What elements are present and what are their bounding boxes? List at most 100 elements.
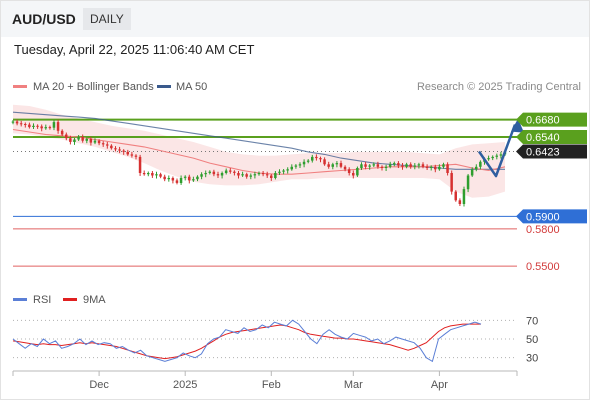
candle-body: [335, 163, 339, 165]
candle-body: [216, 174, 220, 176]
candle-body: [306, 160, 310, 162]
candle-body: [393, 163, 396, 165]
price-label-0.6423: 0.6423: [526, 147, 560, 159]
candle-body: [421, 164, 425, 167]
candle-body: [290, 166, 293, 170]
candle-body: [159, 174, 162, 177]
candle-body: [85, 138, 88, 141]
rsi-level-label-50: 50: [526, 334, 538, 346]
candle-body: [429, 166, 433, 168]
candle-body: [24, 124, 27, 125]
candle-body: [253, 174, 257, 176]
forecast-arrow: [477, 124, 517, 178]
candle-body: [323, 159, 326, 165]
candle-body: [311, 156, 314, 161]
candle-body: [69, 138, 72, 142]
symbol-title: AUD/USD: [12, 11, 76, 27]
candle-body: [257, 173, 261, 175]
candle-body: [450, 173, 453, 192]
candle-body: [241, 174, 244, 176]
candle-body: [405, 164, 408, 167]
candle-body: [339, 163, 343, 167]
candle-body: [179, 178, 183, 183]
candle-body: [315, 156, 318, 159]
candle-body: [360, 164, 363, 168]
candle-body: [212, 171, 216, 175]
candle-body: [409, 164, 412, 167]
candle-body: [270, 175, 273, 178]
candle-body: [376, 164, 380, 167]
price-label-0.5900: 0.5900: [526, 211, 560, 223]
candle-body: [200, 174, 203, 177]
candle-body: [73, 139, 76, 142]
candle-body: [97, 140, 101, 144]
candle-body: [196, 176, 199, 180]
bollinger-band: [13, 104, 505, 198]
candle-body: [32, 125, 35, 127]
candle-body: [434, 166, 437, 170]
price-tag-0.6680: [516, 112, 587, 127]
legend-9ma-label: 9MA: [83, 294, 106, 306]
rsi-line: [12, 319, 482, 363]
candle-body: [60, 130, 64, 135]
x-axis-label-Mar: Mar: [344, 379, 363, 391]
candle-body: [134, 155, 138, 157]
candle-body: [454, 191, 457, 201]
candle-body: [114, 148, 117, 150]
legend-ma50-label: MA 50: [176, 81, 208, 93]
candle-body: [458, 200, 462, 204]
price-label-0.6540: 0.6540: [526, 132, 560, 144]
candle-body: [15, 121, 19, 124]
credit-text: Research © 2025 Trading Central: [416, 81, 581, 93]
rsi-level-label-30: 30: [526, 353, 538, 365]
candle-body: [101, 143, 105, 145]
chart-header: AUD/USD DAILY: [1, 1, 589, 37]
candle-body: [204, 173, 207, 175]
candle-body: [356, 168, 359, 176]
candle-body: [380, 166, 384, 168]
candle-body: [142, 173, 146, 175]
candle-body: [499, 154, 503, 156]
candle-body: [397, 163, 400, 166]
candle-body: [81, 137, 84, 141]
candle-body: [286, 169, 289, 171]
candle-body: [171, 178, 175, 181]
legend-ma20-swatch: [13, 85, 27, 88]
candle-body: [466, 175, 470, 190]
x-axis-label-Dec: Dec: [89, 379, 109, 391]
period-badge[interactable]: DAILY: [83, 8, 131, 30]
candle-body: [438, 166, 441, 170]
legend-ma20-label: MA 20 + Bollinger Bands: [33, 81, 154, 93]
candle-body: [106, 144, 109, 146]
candle-body: [470, 169, 474, 176]
candle-body: [327, 164, 330, 167]
candle-body: [229, 170, 232, 172]
candle-body: [155, 174, 158, 176]
legend-rsi-swatch: [13, 298, 27, 301]
rsi-level-label-70: 70: [526, 315, 538, 327]
candle-body: [28, 124, 31, 128]
candle-body: [413, 165, 416, 167]
candle-body: [138, 156, 142, 173]
timestamp: Tuesday, April 22, 2025 11:06:40 AM CET: [14, 42, 255, 57]
forecast-arrowhead: [511, 118, 524, 133]
candle-body: [188, 176, 191, 181]
candle-body: [282, 170, 285, 172]
candle-body: [233, 171, 236, 173]
candle-body: [261, 173, 265, 175]
candle-body: [491, 156, 494, 159]
candle-body: [462, 189, 466, 204]
candle-body: [265, 174, 269, 176]
price-tag-0.6540: [516, 129, 587, 144]
legend-rsi-label: RSI: [33, 294, 52, 306]
candle-body: [224, 170, 228, 173]
candle-body: [294, 165, 298, 167]
candle-body: [122, 150, 125, 152]
candle-body: [384, 166, 388, 168]
candle-body: [278, 171, 281, 173]
candle-body: [167, 178, 170, 180]
candle-body: [364, 164, 367, 167]
candle-body: [302, 161, 306, 165]
x-axis-label-2025: 2025: [173, 379, 197, 391]
